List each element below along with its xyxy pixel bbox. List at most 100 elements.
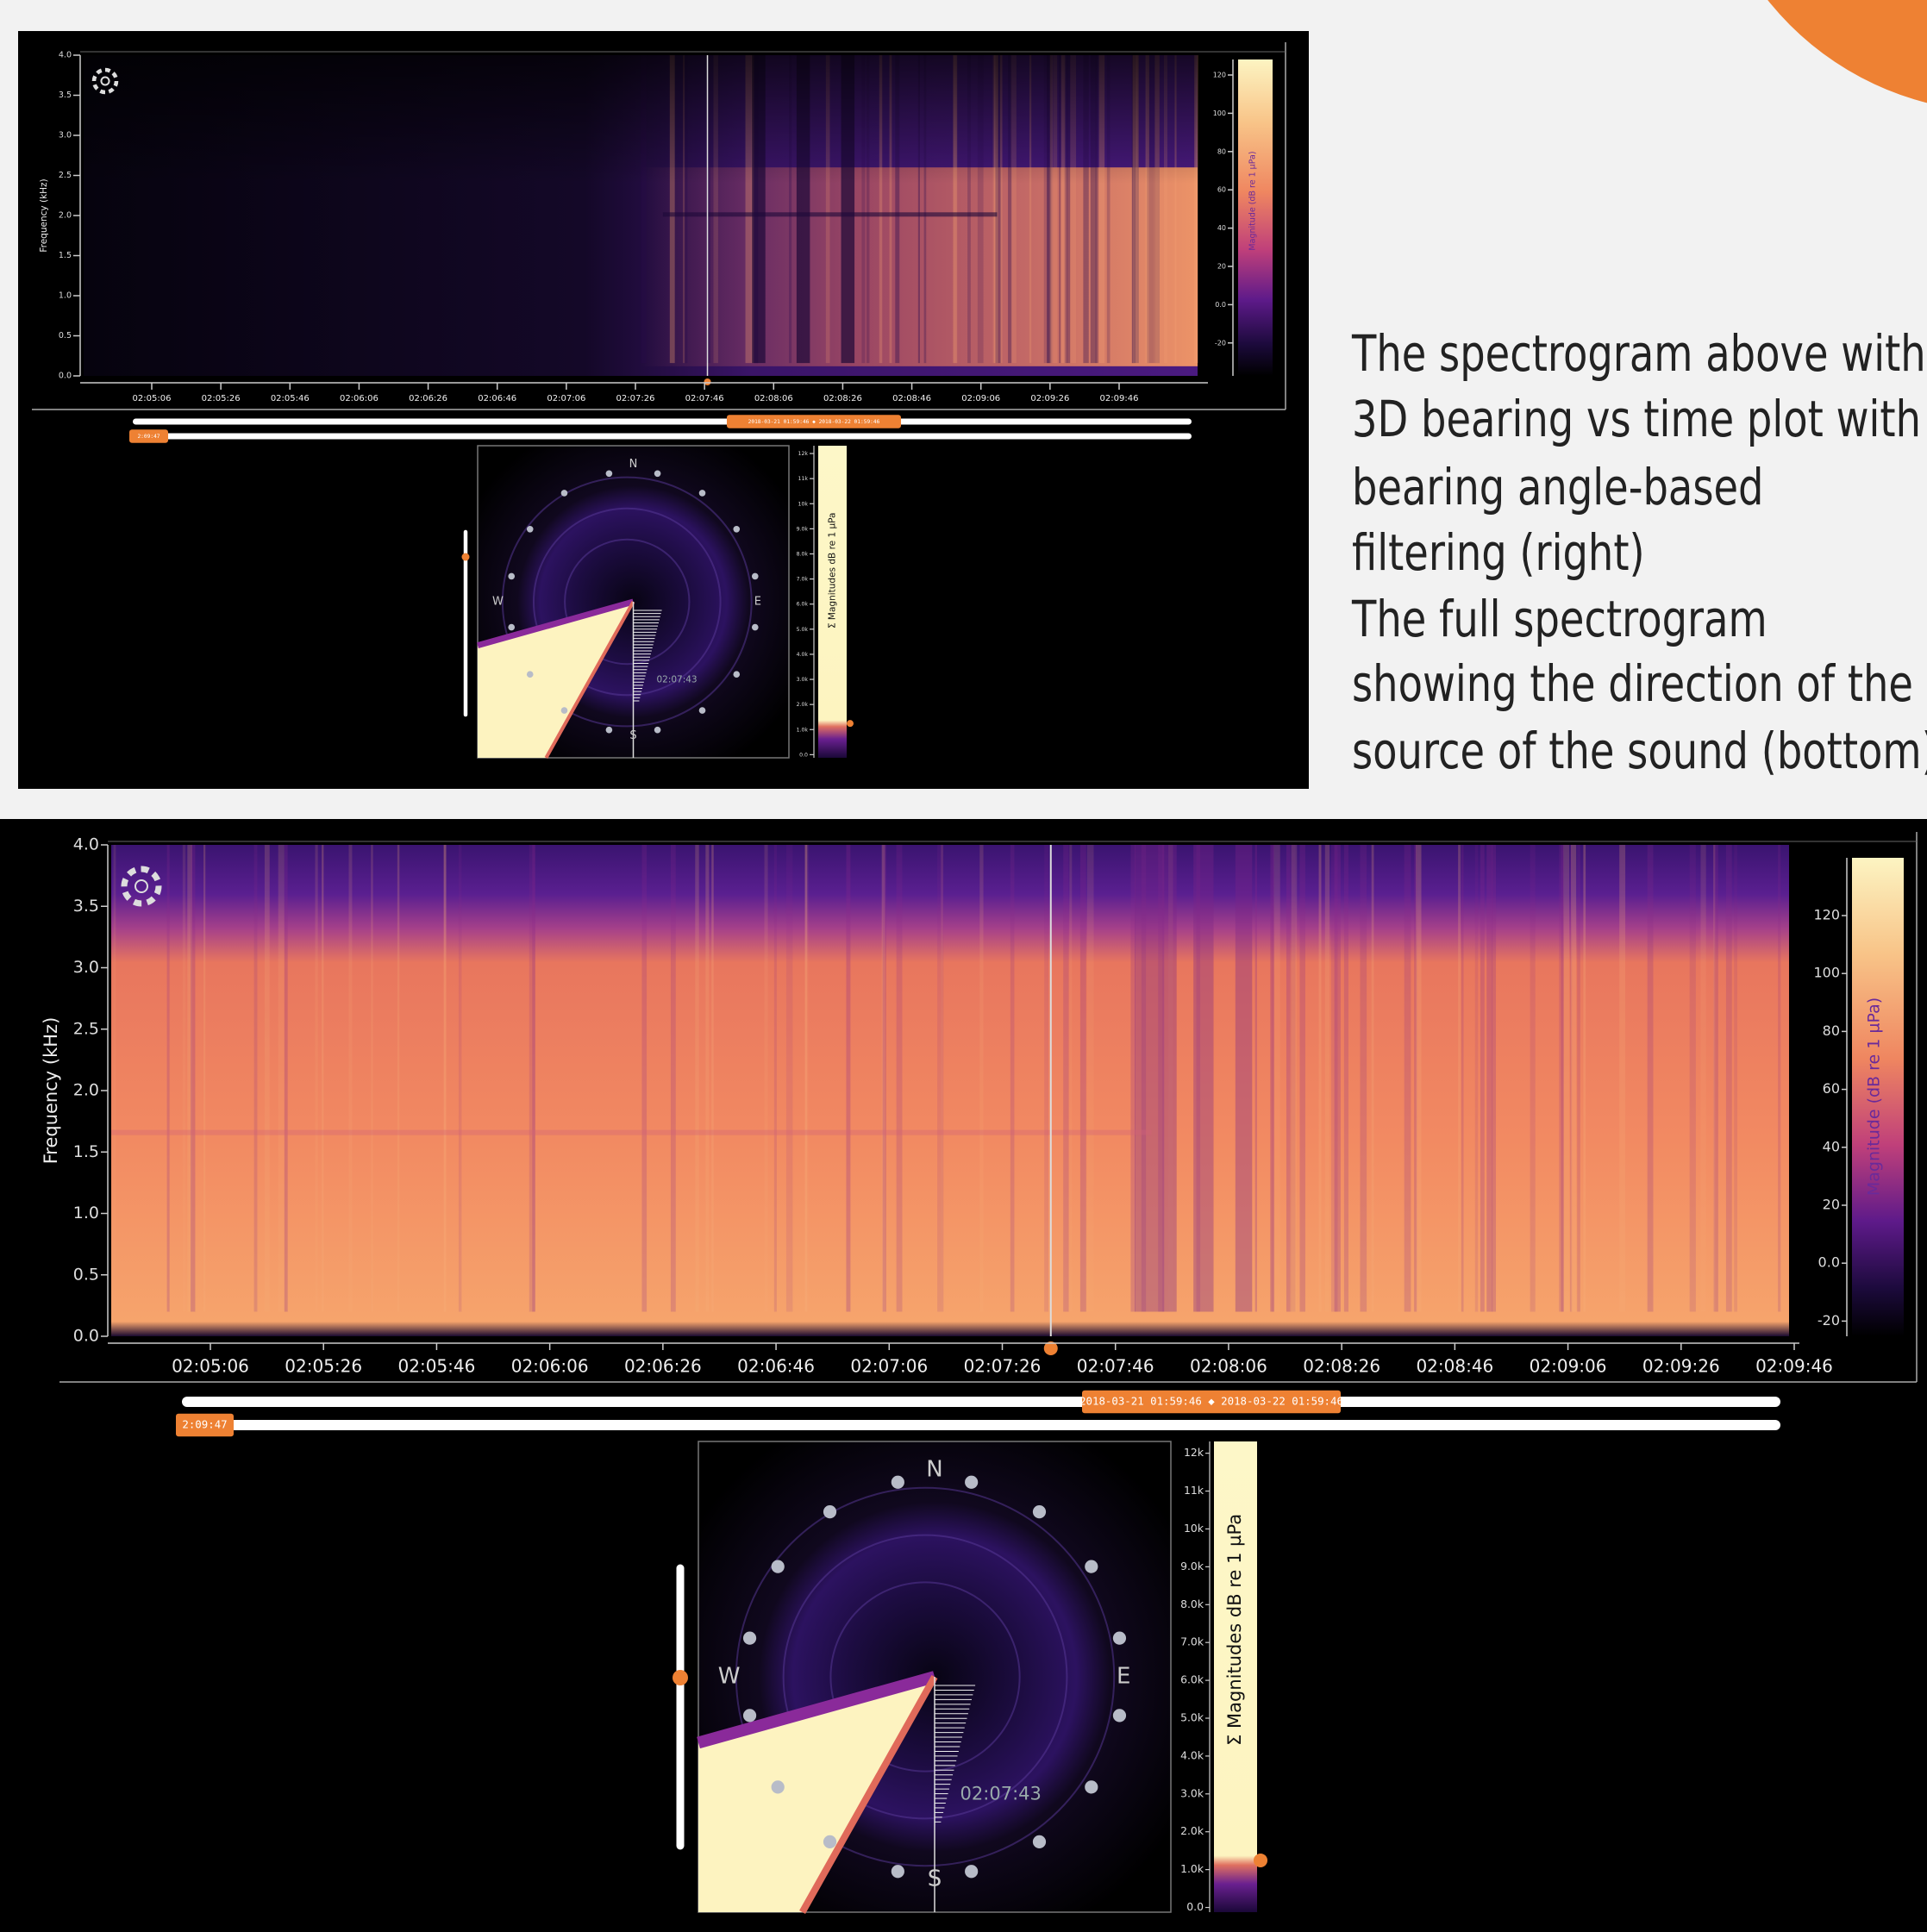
spectrogram-streak: [1577, 845, 1580, 1312]
bearing-slider-knob[interactable]: [673, 1670, 688, 1685]
spectrogram-band: [1236, 845, 1252, 1312]
colorbar-tick-label: 20: [1823, 1197, 1840, 1213]
spectrogram-streak: [1713, 845, 1715, 1312]
polar-colorbar-tick-label: 8.0k: [797, 551, 809, 557]
spectrogram-streak: [1480, 845, 1485, 1312]
y-tick-label: 2.5: [59, 171, 72, 180]
spectrogram-streak: [1726, 845, 1732, 1312]
x-tick-label: 02:09:46: [1755, 1356, 1833, 1377]
spectrogram-streak: [167, 845, 170, 1312]
spectrogram-streak: [705, 845, 709, 1312]
x-tick-label: 02:05:46: [398, 1356, 476, 1377]
spectrogram-streak: [1405, 845, 1411, 1312]
caption-line: The full spectrogram: [1351, 591, 1767, 648]
x-tick-label: 02:06:26: [624, 1356, 702, 1377]
spectrogram-streak: [1530, 845, 1536, 1312]
spectrogram-streak: [1273, 845, 1279, 1312]
spectrogram-streak: [1372, 845, 1374, 1312]
microphone-marker: [733, 526, 740, 533]
spectrogram-streak: [1475, 845, 1478, 1312]
y-tick-label: 3.0: [59, 131, 72, 141]
spectrogram-streak: [1292, 845, 1298, 1312]
colorbar-tick-label: 80: [1823, 1022, 1840, 1039]
bearing-slider-knob[interactable]: [462, 553, 470, 561]
x-tick-label: 02:05:06: [133, 394, 172, 403]
polar-colorbar-tick-label: 7.0k: [1180, 1635, 1204, 1648]
microphone-marker: [733, 671, 740, 678]
spectrogram-streak: [322, 845, 323, 1312]
x-tick-label: 02:07:46: [1077, 1356, 1154, 1377]
colorbar-tick-label: -20: [1818, 1312, 1840, 1329]
caption-line: filtering (right): [1352, 524, 1645, 582]
polar-colorbar-tick-label: 5.0k: [797, 627, 809, 633]
microphone-marker: [654, 727, 661, 734]
spectrogram-streak: [897, 845, 903, 1312]
spectrogram-streak: [1559, 845, 1564, 1312]
colorbar-tick-label: 20: [1217, 263, 1226, 271]
compass-south: S: [928, 1866, 942, 1891]
compass-north: N: [629, 458, 638, 471]
polar-colorbar-label: Σ Magnitudes dB re 1 µPa: [828, 513, 838, 629]
microphone-marker: [823, 1505, 836, 1518]
polar-colorbar-label: Σ Magnitudes dB re 1 µPa: [1224, 1514, 1245, 1746]
x-tick-label: 02:09:26: [1642, 1356, 1720, 1377]
spectrogram-streak: [1648, 845, 1654, 1312]
spectrogram-streak: [529, 845, 535, 1312]
spectrogram-streak: [397, 845, 399, 1312]
microphone-marker: [892, 1865, 904, 1878]
range-slider[interactable]: [133, 419, 1192, 425]
x-tick-label: 02:08:26: [823, 394, 862, 403]
spectrogram-streak: [979, 845, 983, 1312]
x-tick-label: 02:05:26: [285, 1356, 362, 1377]
time-slider[interactable]: [133, 434, 1192, 440]
colorbar-tick-label: 40: [1823, 1138, 1840, 1154]
spectrogram-streak: [1087, 845, 1094, 1312]
microphone-marker: [965, 1865, 978, 1878]
spectrogram-streak: [1690, 845, 1696, 1312]
range-slider[interactable]: [182, 1397, 1780, 1407]
polar-colorbar-tick-label: 4.0k: [1180, 1748, 1204, 1761]
polar-colorbar-tick-label: 4.0k: [797, 652, 809, 658]
colorbar-tick-label: 100: [1813, 965, 1840, 981]
spectrogram-streak: [1344, 845, 1348, 1312]
x-tick-label: 02:05:46: [271, 394, 310, 403]
x-tick-label: 02:09:26: [1030, 394, 1069, 403]
polar-colorbar-knob[interactable]: [1254, 1854, 1267, 1867]
spectrogram-streak: [254, 845, 258, 1312]
spectrogram-streak: [1360, 845, 1367, 1312]
colorbar-tick-label: 120: [1813, 907, 1840, 923]
polar-colorbar-tick-label: 2.0k: [797, 702, 809, 708]
spectrogram-streak: [1044, 845, 1048, 1312]
polar-colorbar-knob[interactable]: [847, 720, 854, 727]
spectrogram-streak: [1255, 845, 1257, 1312]
colorbar-tick-label: 60: [1823, 1080, 1840, 1097]
y-tick-label: 1.5: [73, 1142, 99, 1161]
polar-colorbar-tick-label: 2.0k: [1180, 1824, 1204, 1837]
spectrogram-streak: [1458, 845, 1461, 1312]
microphone-marker: [561, 707, 568, 714]
x-tick-label: 02:06:06: [511, 1356, 589, 1377]
x-tick-label: 02:07:26: [616, 394, 655, 403]
spectrogram-streak: [1778, 845, 1780, 1312]
spectrogram-shade: [84, 55, 1198, 376]
compass-west: W: [492, 596, 504, 609]
microphone-marker: [1033, 1505, 1046, 1518]
y-tick-label: 2.5: [73, 1019, 99, 1038]
x-tick-label: 02:07:06: [850, 1356, 928, 1377]
microphone-marker: [772, 1780, 785, 1793]
spectrogram-streak: [671, 845, 676, 1312]
microphone-marker: [965, 1476, 978, 1489]
spectrogram-streak: [765, 845, 768, 1312]
cursor-time: 02:07:43: [960, 1784, 1042, 1804]
slide: The spectrogram above with3D bearing vs …: [0, 0, 1927, 1932]
spectrogram-streak: [371, 845, 372, 1312]
range-label: 2018-03-21 01:59:46 ◆ 2018-03-22 01:59:4…: [748, 419, 880, 425]
x-tick-label: 02:09:06: [1530, 1356, 1607, 1377]
y-tick-label: 0.0: [73, 1327, 99, 1346]
polar-colorbar-tick-label: 6.0k: [1180, 1673, 1204, 1686]
y-tick-label: 1.0: [59, 291, 72, 301]
spectrogram-image: [111, 845, 1789, 1336]
microphone-marker: [508, 624, 515, 631]
time-slider[interactable]: [182, 1420, 1780, 1430]
polar-colorbar-tick-label: 12k: [798, 451, 809, 457]
